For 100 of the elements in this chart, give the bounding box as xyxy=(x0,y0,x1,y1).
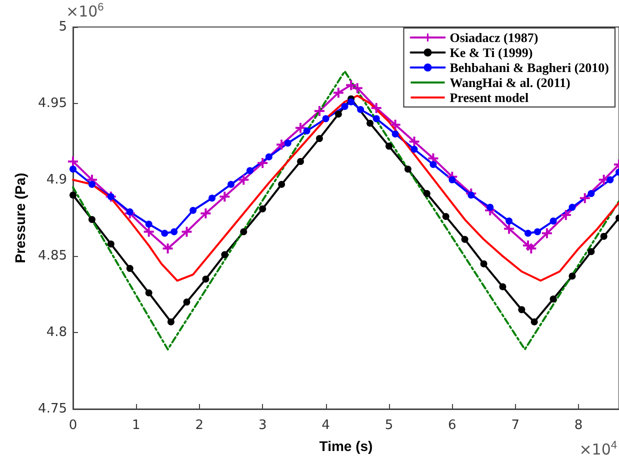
point xyxy=(385,142,392,150)
x-tick-label: 4 xyxy=(322,418,330,433)
point xyxy=(258,158,268,168)
point xyxy=(227,180,234,188)
point xyxy=(202,276,210,283)
point xyxy=(126,264,134,272)
point xyxy=(409,136,420,147)
point xyxy=(504,224,514,234)
point xyxy=(526,244,536,254)
point xyxy=(506,218,513,225)
point xyxy=(448,176,456,184)
legend-label: Ke & Ti (1999) xyxy=(450,45,533,60)
point xyxy=(333,88,344,98)
point xyxy=(161,230,168,237)
point xyxy=(366,120,374,127)
point xyxy=(341,102,348,110)
point xyxy=(208,194,216,202)
legend-label: Present model xyxy=(450,90,529,105)
point xyxy=(372,115,380,122)
point xyxy=(278,180,286,188)
point xyxy=(430,161,437,168)
point xyxy=(499,283,506,290)
x-axis-title: Time (s) xyxy=(319,438,373,454)
point xyxy=(259,205,266,212)
point xyxy=(297,158,304,165)
y-tick-label: 4.75 xyxy=(38,402,67,416)
point xyxy=(524,230,532,237)
x-tick-label: 1 xyxy=(132,418,140,433)
point xyxy=(461,236,468,243)
point xyxy=(265,153,272,160)
point xyxy=(240,228,248,236)
point xyxy=(390,120,400,130)
point xyxy=(518,306,526,314)
legend-label: Behbahani & Bagheri (2010) xyxy=(450,60,610,75)
y-axis-title: Pressure (Pa) xyxy=(12,172,28,264)
point xyxy=(167,318,174,326)
point xyxy=(284,140,292,147)
point xyxy=(348,98,355,106)
point xyxy=(68,156,78,166)
point xyxy=(183,298,190,306)
point xyxy=(296,122,306,133)
point xyxy=(303,127,310,134)
point xyxy=(88,180,96,188)
point xyxy=(550,218,557,225)
point xyxy=(550,295,557,302)
point xyxy=(334,110,342,118)
point xyxy=(346,80,356,90)
legend-label: Osiadacz (1987) xyxy=(450,30,538,45)
point xyxy=(276,140,287,150)
point xyxy=(352,83,362,94)
x-tick-label: 7 xyxy=(511,418,520,433)
point xyxy=(534,228,541,236)
point xyxy=(442,212,450,220)
point xyxy=(423,190,430,198)
point xyxy=(560,210,571,220)
point xyxy=(162,244,173,254)
point xyxy=(220,192,230,202)
point xyxy=(190,206,197,214)
x-tick-label: 3 xyxy=(258,418,267,433)
point xyxy=(322,115,330,122)
point xyxy=(107,240,114,248)
point xyxy=(468,192,475,199)
legend-label: WangHai & al. (2011) xyxy=(450,75,570,90)
x-tick-label: 8 xyxy=(574,418,583,433)
point xyxy=(70,192,76,199)
point xyxy=(170,228,178,236)
y-tick-label: 4.85 xyxy=(38,248,67,264)
point xyxy=(357,106,364,114)
y-tick-label: 5 xyxy=(58,20,67,34)
point xyxy=(88,216,96,224)
point xyxy=(568,204,576,211)
point xyxy=(182,226,192,237)
point xyxy=(568,272,576,280)
line-series xyxy=(72,94,619,282)
point xyxy=(145,220,152,228)
y-tick-label: 4.9 xyxy=(46,172,67,188)
x-tick-label: 6 xyxy=(448,418,456,433)
x-tick-label: 0 xyxy=(68,418,78,433)
point xyxy=(238,174,249,185)
point xyxy=(588,248,595,256)
point xyxy=(410,146,418,153)
y-tick-label: 4.8 xyxy=(46,325,67,340)
point xyxy=(316,135,323,142)
point xyxy=(200,208,211,218)
point xyxy=(314,106,324,116)
point xyxy=(480,260,488,268)
point xyxy=(221,251,228,258)
point xyxy=(246,167,254,174)
point xyxy=(392,130,399,138)
x-tick-label: 5 xyxy=(384,418,394,433)
x-tick-label: 2 xyxy=(195,418,204,433)
point xyxy=(404,166,412,173)
y-tick-label: 4.95 xyxy=(38,96,67,111)
point xyxy=(486,204,494,211)
point xyxy=(606,176,614,184)
point xyxy=(530,318,538,326)
point xyxy=(145,289,152,296)
point xyxy=(600,232,608,240)
point xyxy=(580,193,590,204)
point xyxy=(371,102,382,113)
